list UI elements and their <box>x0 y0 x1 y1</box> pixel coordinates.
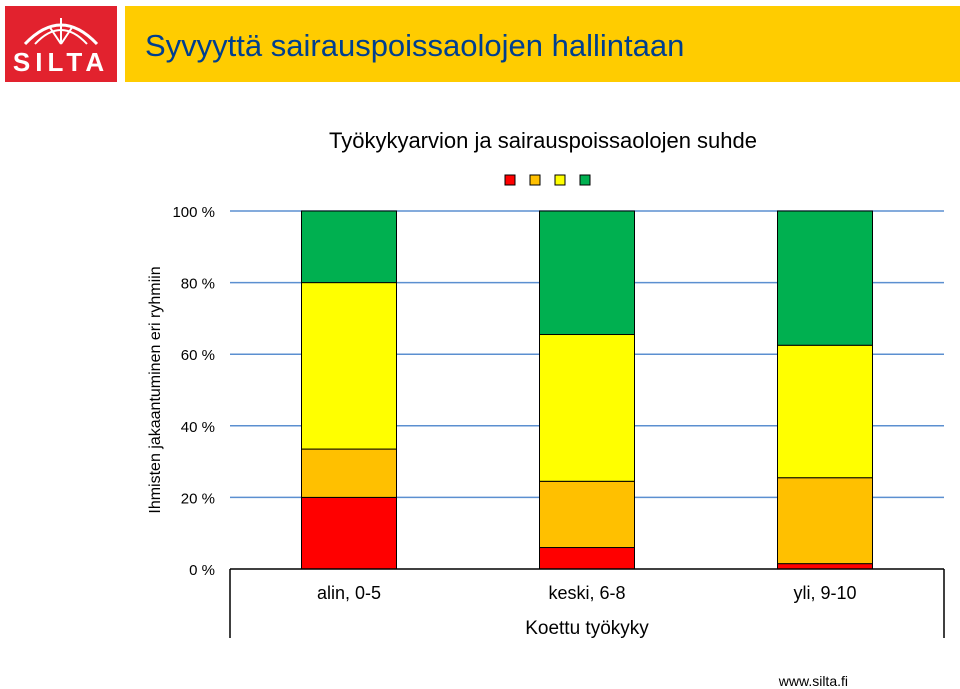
legend-swatch <box>504 174 516 186</box>
y-tick-label: 100 % <box>172 204 215 221</box>
bar-segment <box>777 210 873 346</box>
bar-segment <box>301 448 397 498</box>
y-tick-label: 60 % <box>181 347 215 364</box>
header-banner: Syvyyttä sairauspoissaolojen hallintaan <box>125 6 960 82</box>
legend-swatch <box>579 174 591 186</box>
bar-segment <box>539 480 635 549</box>
x-axis-label: Koettu työkyky <box>525 618 649 639</box>
y-axis-label: Ihmisten jakaantuminen eri ryhmiin <box>147 266 164 513</box>
bar-segment <box>539 547 635 570</box>
x-axis-ticks: alin, 0-5 keski, 6-8 yli, 9-10 <box>317 583 857 603</box>
y-tick-label: 0 % <box>189 562 215 579</box>
bar-segment <box>301 496 397 570</box>
y-tick-label: 20 % <box>181 490 215 507</box>
y-tick-label: 80 % <box>181 276 215 293</box>
chart-bars <box>301 210 873 570</box>
bar-segment <box>301 282 397 450</box>
chart-axes <box>229 568 945 638</box>
x-tick-label: keski, 6-8 <box>548 583 625 603</box>
bar-segment <box>777 563 873 570</box>
legend-swatch <box>554 174 566 186</box>
bar-segment <box>539 334 635 482</box>
bar-segment <box>777 477 873 565</box>
x-tick-label: alin, 0-5 <box>317 583 381 603</box>
bar-segment <box>539 210 635 336</box>
chart-title: Työkykyarvion ja sairauspoissaolojen suh… <box>329 128 757 153</box>
bar-segment <box>301 210 397 284</box>
silta-logo: SILTA <box>5 6 117 82</box>
page-title: Syvyyttä sairauspoissaolojen hallintaan <box>145 28 685 63</box>
y-tick-label: 40 % <box>181 419 215 436</box>
bar-segment <box>777 344 873 479</box>
x-tick-label: yli, 9-10 <box>793 583 856 603</box>
chart-legend <box>504 174 591 186</box>
logo-text: SILTA <box>12 47 110 77</box>
legend-swatch <box>529 174 541 186</box>
footer-url: www.silta.fi <box>778 673 848 689</box>
bridge-arch-icon <box>23 18 99 46</box>
y-axis-ticks: 0 % 20 % 40 % 60 % 80 % 100 % <box>172 204 215 579</box>
